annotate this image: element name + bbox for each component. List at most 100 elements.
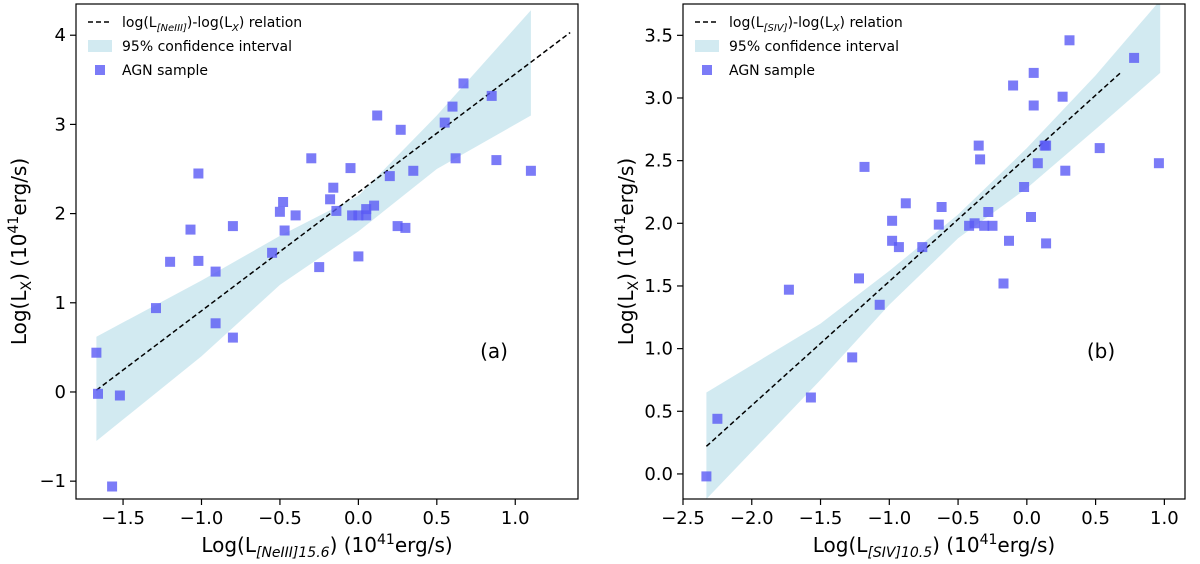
panel-a-scatter-chart: −1.5 −1.0 −0.5 0.0 0.5 1.0 −1 0 1 2 3 4 Log(L[NeIII]… xyxy=(6,3,579,561)
data-point xyxy=(874,299,885,310)
data-point xyxy=(973,140,984,151)
fit-line xyxy=(705,72,1121,447)
data-point xyxy=(987,220,998,231)
data-point xyxy=(227,221,238,232)
x-tick-label: −1.0 xyxy=(180,508,224,529)
x-tick-label: 1.0 xyxy=(501,508,530,529)
y-axis-label: Log(LX) (1041erg/s) xyxy=(613,158,642,345)
data-point xyxy=(279,225,290,236)
x-tick-label: 0.5 xyxy=(422,508,451,529)
x-tick-label: 0.5 xyxy=(1081,508,1110,529)
data-point xyxy=(936,202,947,212)
confidence-band xyxy=(706,4,1161,499)
data-point xyxy=(392,221,403,232)
x-tick-label: 0.0 xyxy=(344,508,373,529)
legend-entry-sample: AGN sample xyxy=(122,63,208,79)
y-tick-label: 0.0 xyxy=(644,464,673,485)
x-axis-label: Log(L[SIV]10.5) (1041erg/s) xyxy=(813,532,1055,561)
x-tick-label: −1.5 xyxy=(101,508,145,529)
data-point xyxy=(1019,182,1030,192)
data-point xyxy=(998,278,1009,289)
x-tick-label: 1.0 xyxy=(1150,508,1179,529)
data-point xyxy=(1028,100,1039,111)
data-point xyxy=(361,210,372,221)
data-point xyxy=(854,273,864,284)
data-point xyxy=(1041,140,1052,151)
y-tick-label: 0 xyxy=(55,382,66,403)
data-point xyxy=(1008,80,1019,91)
y-axis-label: Log(LX) (1041erg/s) xyxy=(6,158,35,345)
data-point xyxy=(491,155,502,166)
data-point xyxy=(1153,158,1164,169)
data-point xyxy=(486,90,497,101)
data-point xyxy=(847,352,858,363)
plot-area xyxy=(701,4,1164,499)
data-point xyxy=(701,471,712,482)
data-point xyxy=(227,332,238,343)
data-point xyxy=(369,200,380,211)
data-point xyxy=(900,198,911,209)
data-point xyxy=(361,204,372,215)
data-point xyxy=(1060,165,1071,176)
data-point xyxy=(887,215,898,226)
x-tick-label: −2.0 xyxy=(730,508,774,529)
x-tick-label: −0.5 xyxy=(258,508,302,529)
y-tick-label: 3.0 xyxy=(644,88,673,109)
data-point xyxy=(193,168,204,179)
data-point xyxy=(114,390,125,401)
legend: log(L[NeIII])-log(LX) relation 95% confid… xyxy=(88,15,302,79)
data-point xyxy=(1032,158,1043,169)
legend: log(L[SIV])-log(LX) relation 95% confiden… xyxy=(695,15,903,79)
x-tick-label: 0.0 xyxy=(1013,508,1042,529)
panel-b-scatter-chart: −2.5 −2.0 −1.5 −1.0 −0.5 0.0 0.5 1.0 0.0 0.5 1.0 1.… xyxy=(613,3,1186,561)
data-point xyxy=(964,220,975,231)
data-point xyxy=(328,182,339,193)
data-point xyxy=(210,318,221,329)
data-point xyxy=(372,110,383,121)
y-tick-label: 1.0 xyxy=(644,339,673,360)
axes-frame xyxy=(682,3,1186,500)
data-point xyxy=(979,220,990,231)
data-point xyxy=(306,153,317,164)
y-tick-label: 1.5 xyxy=(644,276,673,297)
data-point xyxy=(345,163,356,174)
y-tick-label: 1 xyxy=(55,293,66,314)
data-point xyxy=(353,251,364,262)
data-point xyxy=(314,262,325,273)
data-point xyxy=(384,171,395,182)
data-point xyxy=(165,256,176,267)
x-tick-label: −1.5 xyxy=(799,508,843,529)
x-tick-label: −2.5 xyxy=(661,508,705,529)
axes-frame xyxy=(75,3,579,500)
data-point xyxy=(1028,67,1039,78)
data-point xyxy=(917,242,928,253)
data-point xyxy=(1094,143,1105,154)
data-point xyxy=(353,210,364,221)
data-point xyxy=(91,347,102,358)
x-tick-label: −0.5 xyxy=(936,508,980,529)
data-point xyxy=(712,413,723,424)
legend-entry-sample: AGN sample xyxy=(729,63,815,79)
legend-marker-swatch xyxy=(702,65,712,75)
data-point xyxy=(893,242,904,253)
plot-area xyxy=(91,10,571,492)
legend-marker-swatch xyxy=(95,65,105,75)
data-point xyxy=(859,161,870,172)
data-point xyxy=(408,165,419,176)
data-point xyxy=(210,266,221,277)
legend-entry-confidence: 95% confidence interval xyxy=(122,39,292,55)
panel-label: (a) xyxy=(480,339,508,363)
data-point xyxy=(1004,235,1014,246)
data-point xyxy=(805,392,816,403)
data-point xyxy=(447,101,458,112)
legend-entry-confidence: 95% confidence interval xyxy=(729,39,899,55)
legend-entry-relation: log(L[NeIII])-log(LX) relation xyxy=(122,15,302,34)
data-point xyxy=(400,222,411,233)
data-point xyxy=(107,481,118,492)
data-point xyxy=(331,205,342,216)
data-point xyxy=(458,78,469,89)
data-point xyxy=(887,235,898,246)
data-point xyxy=(325,194,336,205)
y-tick-label: −1 xyxy=(39,471,66,492)
